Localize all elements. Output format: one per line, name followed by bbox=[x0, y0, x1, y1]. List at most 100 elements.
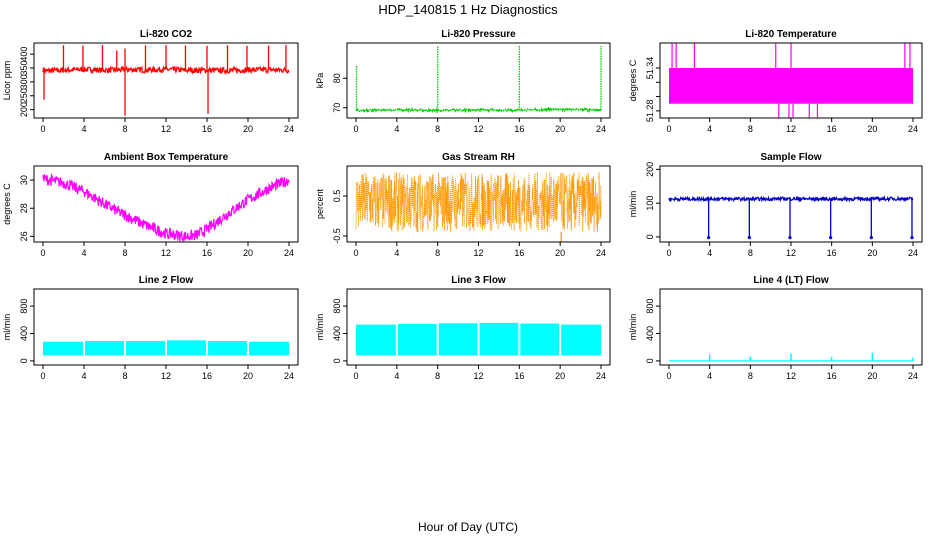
dip-point bbox=[829, 236, 833, 240]
x-tick-label: 16 bbox=[514, 371, 524, 381]
x-tick-label: 4 bbox=[707, 248, 712, 258]
y-tick-label: 80 bbox=[332, 73, 342, 83]
panel-8: Line 3 Flow ml/min 0 4 8 12 16 20 24 0 400 800 bbox=[315, 275, 611, 381]
x-tick-label: 4 bbox=[81, 248, 86, 258]
y-tick-label: -0.5 bbox=[332, 228, 342, 244]
x-tick-label: 24 bbox=[596, 371, 606, 381]
x-tick-label: 16 bbox=[827, 124, 837, 134]
panel-title: Line 2 Flow bbox=[139, 275, 194, 286]
x-tick-label: 20 bbox=[867, 124, 877, 134]
series-band bbox=[669, 68, 913, 104]
y-tick-label: 350 bbox=[19, 60, 29, 75]
y-tick-label: 400 bbox=[645, 326, 655, 341]
panel-ylabel: ml/min bbox=[2, 314, 12, 341]
x-tick-label: 4 bbox=[394, 248, 399, 258]
y-tick-label: 28 bbox=[19, 203, 29, 213]
panel-data bbox=[355, 45, 602, 115]
x-tick-label: 8 bbox=[435, 371, 440, 381]
x-tick-label: 16 bbox=[202, 248, 212, 258]
figure-title: HDP_140815 1 Hz Diagnostics bbox=[378, 2, 558, 17]
panel-data bbox=[355, 171, 602, 242]
x-tick-label: 16 bbox=[202, 371, 212, 381]
x-tick-label: 0 bbox=[40, 371, 45, 381]
panel-data bbox=[42, 44, 290, 116]
y-tick-label: 0.5 bbox=[332, 190, 342, 203]
panel-5: Gas Stream RH percent 0 4 8 12 16 20 24 -0.5 0.5 bbox=[315, 152, 611, 258]
panel-title: Line 3 Flow bbox=[451, 275, 506, 286]
panel-title: Line 4 (LT) Flow bbox=[753, 275, 829, 286]
x-tick-label: 24 bbox=[284, 248, 294, 258]
x-tick-label: 16 bbox=[827, 248, 837, 258]
panel-ylabel: ml/min bbox=[628, 191, 638, 218]
y-tick-label: 300 bbox=[19, 74, 29, 89]
x-tick-label: 12 bbox=[786, 124, 796, 134]
x-tick-label: 24 bbox=[596, 248, 606, 258]
x-tick-label: 20 bbox=[243, 371, 253, 381]
x-tick-label: 8 bbox=[435, 124, 440, 134]
x-tick-label: 12 bbox=[161, 124, 171, 134]
x-tick-label: 0 bbox=[353, 124, 358, 134]
panel-2: Li-820 Pressure kPa 0 4 8 12 16 20 24 70 80 bbox=[315, 29, 611, 134]
y-tick-label: 400 bbox=[19, 47, 29, 62]
dip-point bbox=[707, 236, 711, 240]
panel-frame bbox=[659, 165, 923, 243]
x-tick-label: 24 bbox=[908, 124, 918, 134]
flow-block bbox=[520, 323, 560, 356]
y-tick-label: 26 bbox=[19, 231, 29, 241]
x-tick-label: 0 bbox=[666, 248, 671, 258]
y-tick-label: 800 bbox=[645, 299, 655, 314]
y-tick-label: 51.34 bbox=[645, 57, 655, 80]
x-tick-label: 20 bbox=[867, 248, 877, 258]
series-line bbox=[42, 173, 290, 242]
flow-block bbox=[356, 324, 396, 356]
y-tick-label: 70 bbox=[332, 103, 342, 113]
x-tick-label: 8 bbox=[435, 248, 440, 258]
y-tick-label: 400 bbox=[19, 326, 29, 341]
panel-data bbox=[42, 173, 290, 242]
x-tick-label: 16 bbox=[827, 371, 837, 381]
y-tick-label: 100 bbox=[645, 196, 655, 211]
flow-block bbox=[397, 323, 437, 356]
y-tick-label: 200 bbox=[19, 102, 29, 117]
x-tick-label: 4 bbox=[707, 371, 712, 381]
x-tick-label: 12 bbox=[161, 371, 171, 381]
y-tick-label: 400 bbox=[332, 326, 342, 341]
dip-point bbox=[869, 236, 873, 240]
y-tick-label: 800 bbox=[332, 299, 342, 314]
y-tick-label: 0 bbox=[645, 234, 655, 239]
panel-ylabel: ml/min bbox=[628, 314, 638, 341]
x-tick-label: 0 bbox=[40, 124, 45, 134]
panel-data bbox=[43, 340, 289, 356]
x-tick-label: 12 bbox=[473, 124, 483, 134]
y-tick-label: 0 bbox=[332, 358, 342, 363]
x-tick-label: 24 bbox=[284, 371, 294, 381]
panel-title: Li-820 Pressure bbox=[441, 29, 516, 40]
flow-block bbox=[249, 341, 289, 356]
x-tick-label: 0 bbox=[353, 248, 358, 258]
series-line bbox=[355, 171, 602, 233]
panel-ylabel: degrees C bbox=[628, 59, 638, 101]
dip-point bbox=[910, 236, 914, 240]
x-tick-label: 8 bbox=[748, 124, 753, 134]
panel-ylabel: kPa bbox=[315, 73, 325, 89]
flow-block bbox=[126, 341, 165, 356]
panel-title: Ambient Box Temperature bbox=[104, 152, 229, 163]
x-tick-label: 16 bbox=[514, 248, 524, 258]
series-line bbox=[668, 194, 914, 203]
x-tick-label: 20 bbox=[555, 124, 565, 134]
panel-ylabel: Licor ppm bbox=[2, 61, 12, 101]
panel-title: Li-820 Temperature bbox=[745, 29, 837, 40]
panel-1: Li-820 CO2 Licor ppm 0 4 8 12 16 20 24 2002503003… bbox=[2, 29, 299, 134]
x-tick-label: 20 bbox=[243, 124, 253, 134]
x-tick-label: 8 bbox=[748, 371, 753, 381]
series-line bbox=[355, 106, 602, 115]
x-tick-label: 4 bbox=[394, 371, 399, 381]
dip-point bbox=[788, 236, 792, 240]
x-tick-label: 4 bbox=[707, 124, 712, 134]
flow-block bbox=[167, 340, 206, 356]
flow-block bbox=[438, 323, 478, 356]
x-tick-label: 24 bbox=[284, 124, 294, 134]
y-tick-label: 200 bbox=[645, 162, 655, 177]
panel-frame bbox=[346, 42, 611, 119]
